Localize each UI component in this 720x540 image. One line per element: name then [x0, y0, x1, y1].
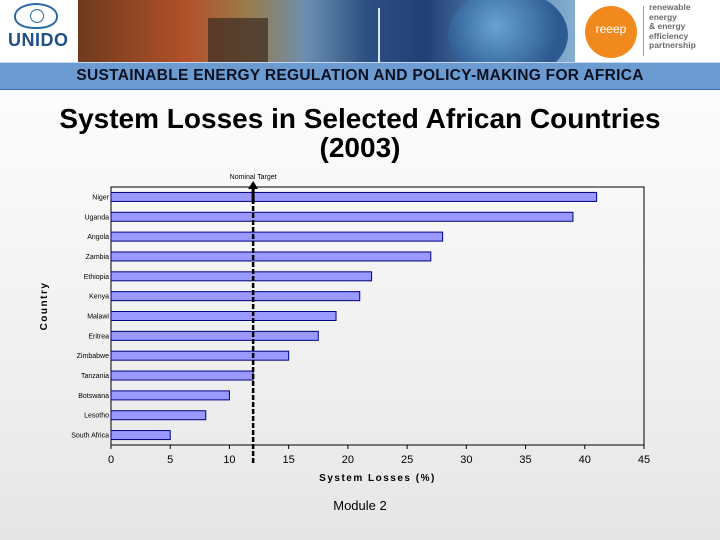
category-label: Malawi: [87, 314, 109, 321]
un-emblem-icon: [14, 3, 58, 29]
bar: [110, 330, 319, 341]
bar: [110, 410, 207, 421]
reeep-logo: reeep renewable energy & energy efficien…: [575, 0, 720, 62]
bar: [110, 231, 444, 242]
bar: [110, 390, 230, 401]
y-axis-title: Country: [39, 282, 50, 331]
category-label: South Africa: [71, 433, 109, 440]
wind-turbine-icon: [378, 8, 380, 62]
category-label: Zimbabwe: [77, 353, 109, 360]
bar: [110, 191, 598, 202]
factory-icon: [208, 18, 268, 62]
x-tick-label: 45: [638, 454, 650, 466]
slide-title: System Losses in Selected African Countr…: [59, 103, 661, 163]
reeep-logo-word: reeep: [595, 22, 627, 36]
x-tick-label: 20: [342, 454, 354, 466]
bar: [110, 271, 373, 282]
category-label: Angola: [87, 234, 109, 241]
x-tick-label: 25: [401, 454, 413, 466]
reeep-tagline-line: efficiency: [649, 30, 689, 41]
x-axis-title: System Losses (%): [319, 473, 436, 484]
header-photo-collage: [78, 0, 575, 62]
x-tick-label: 5: [167, 454, 173, 466]
bar: [110, 311, 337, 321]
reeep-tagline-line: & energy: [649, 21, 686, 32]
nominal-target-arrowhead: [248, 181, 259, 189]
bar: [110, 430, 171, 441]
nominal-target-label: Nominal Target: [230, 174, 277, 181]
category-label: Ethiopia: [84, 274, 109, 281]
band-title: SUSTAINABLE ENERGY REGULATION AND POLICY…: [76, 67, 644, 84]
category-label: Lesotho: [84, 413, 109, 420]
reeep-tagline: renewable energy & energy efficiency par…: [649, 2, 719, 51]
category-label: Eritrea: [88, 333, 109, 340]
unido-logo-text: UNIDO: [8, 30, 69, 50]
x-tick-label: 15: [283, 454, 295, 466]
category-label: Botswana: [78, 393, 109, 400]
x-tick-label: 0: [108, 454, 114, 466]
title-band: SUSTAINABLE ENERGY REGULATION AND POLICY…: [0, 62, 720, 90]
logo-divider: [643, 6, 644, 56]
reeep-tagline-line: renewable: [649, 2, 691, 12]
reeep-tagline-line: partnership: [649, 40, 696, 51]
x-tick-label: 35: [519, 454, 531, 466]
x-tick-label: 30: [460, 454, 472, 466]
category-label: Zambia: [86, 254, 109, 261]
category-label: Uganda: [84, 214, 109, 221]
bar: [110, 350, 290, 361]
bar: [110, 251, 432, 262]
x-tick-label: 10: [223, 454, 235, 466]
footer-module-label: Module 2: [333, 498, 387, 513]
bar: [110, 211, 574, 222]
bar: [110, 370, 254, 381]
unido-logo: UNIDO: [0, 0, 78, 62]
bar: [110, 291, 361, 302]
reeep-circle-icon: [585, 6, 637, 58]
plot-area: Niger Uganda Angola Zambia Ethiopia Kenya Mala…: [39, 174, 650, 484]
x-tick-label: 40: [579, 454, 591, 466]
category-label: Tanzania: [81, 373, 109, 380]
reeep-tagline-line: energy: [649, 11, 677, 22]
category-label: Niger: [92, 194, 109, 201]
header-banner: UNIDO reeep renewable energy & energy ef…: [0, 0, 720, 62]
category-label: Kenya: [89, 294, 109, 301]
globe-icon: [448, 0, 568, 62]
